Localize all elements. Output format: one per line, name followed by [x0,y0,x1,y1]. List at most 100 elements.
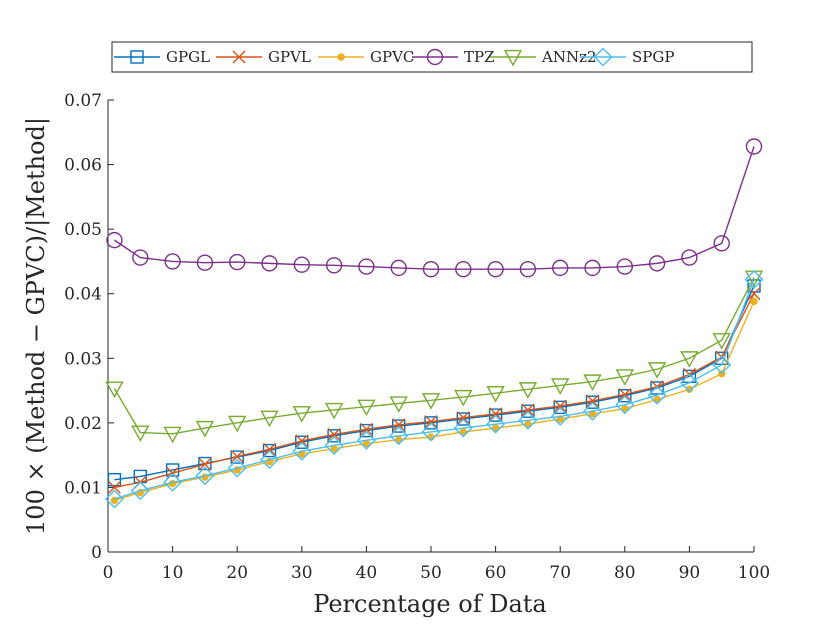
data-point [621,404,629,413]
data-point [551,378,570,395]
y-tick-label: 0.07 [64,91,102,111]
legend-item-tpz: TPZ [412,48,495,66]
data-point [583,374,602,391]
data-point [456,411,470,425]
data-point [392,418,406,432]
legend-label: TPZ [464,48,495,66]
legend-label: ANNz2 [541,48,597,66]
y-tick-label: 0.01 [64,478,102,498]
data-point [713,235,730,252]
data-point [131,425,150,442]
data-point [163,472,183,492]
data-point [195,420,215,438]
data-point [455,260,472,278]
data-point [616,258,633,275]
data-point [164,253,181,270]
legend-marker [503,49,523,67]
data-point [395,435,403,444]
data-point [324,402,344,420]
y-tick-label: 0.06 [64,156,102,176]
data-point [325,257,343,274]
data-point [107,472,122,487]
legend-marker [337,53,345,61]
data-point [519,260,537,278]
data-point [263,442,276,456]
data-point [712,333,731,350]
legend-label: GPVL [268,48,311,66]
data-point [491,424,500,432]
data-point [421,393,441,410]
data-point [198,456,212,471]
legend-marker [232,50,246,64]
x-tick-label: 70 [549,563,571,583]
data-point [356,430,376,450]
axes: 0 10 20 30 40 50 60 70 80 90 100 0 0.01 0.02 0.03 0.04 0… [64,91,770,583]
data-point [524,420,532,428]
legend-label: SPGP [632,48,674,66]
y-tick-label: 0.05 [64,220,102,240]
data-point [750,297,758,306]
series-spgp [104,270,764,509]
y-tick-label: 0.03 [64,349,102,369]
legend-marker [130,50,144,64]
data-point [745,138,763,155]
legend-item-gpvc: GPVC [318,48,414,66]
data-point [359,422,373,436]
x-tick-label: 20 [226,563,248,583]
data-point [422,260,440,278]
data-point [195,466,215,486]
data-point [198,457,212,471]
plot-area [104,138,764,509]
data-point [260,410,279,428]
data-point [389,396,408,413]
data-point [130,481,150,501]
data-point [327,427,341,441]
data-point [389,426,409,446]
data-point [357,399,376,417]
data-point [584,259,601,277]
data-point [107,480,121,494]
legend-label: GPGL [166,48,210,66]
data-point [227,458,247,478]
x-tick-label: 100 [738,563,770,583]
series-line-gpgl [114,285,755,481]
legend-item-gpvl: GPVL [216,48,311,66]
data-point [586,394,599,408]
data-point [550,406,570,426]
data-point [552,259,569,277]
legend-item-spgp: SPGP [580,47,674,67]
x-tick-label: 90 [679,563,701,583]
data-point [330,444,338,453]
data-point [228,415,247,433]
legend-marker [426,48,444,66]
data-point [163,426,182,444]
data-point [518,382,538,399]
data-point [487,260,504,278]
series-line-annz2 [113,277,755,435]
data-point [260,450,279,470]
data-point [292,406,311,423]
series-line-tpz [114,146,755,270]
data-point [362,439,371,448]
data-point [618,387,632,401]
data-point [230,449,244,463]
x-tick-label: 80 [614,563,636,583]
y-tick-label: 0 [91,543,102,563]
data-point [424,415,438,429]
series-tpz [106,138,763,278]
data-point [553,399,567,413]
data-point [132,249,149,266]
data-point [486,414,506,434]
data-point [647,362,667,379]
data-point [615,369,634,386]
legend-item-annz2: ANNz2 [490,48,597,67]
data-point [615,395,635,415]
data-point [105,381,124,399]
data-point [459,428,467,436]
data-point [295,434,309,448]
data-point [228,253,246,271]
series-annz2 [105,270,764,444]
data-point [518,410,538,430]
data-point [454,389,473,407]
data-point [583,401,602,421]
